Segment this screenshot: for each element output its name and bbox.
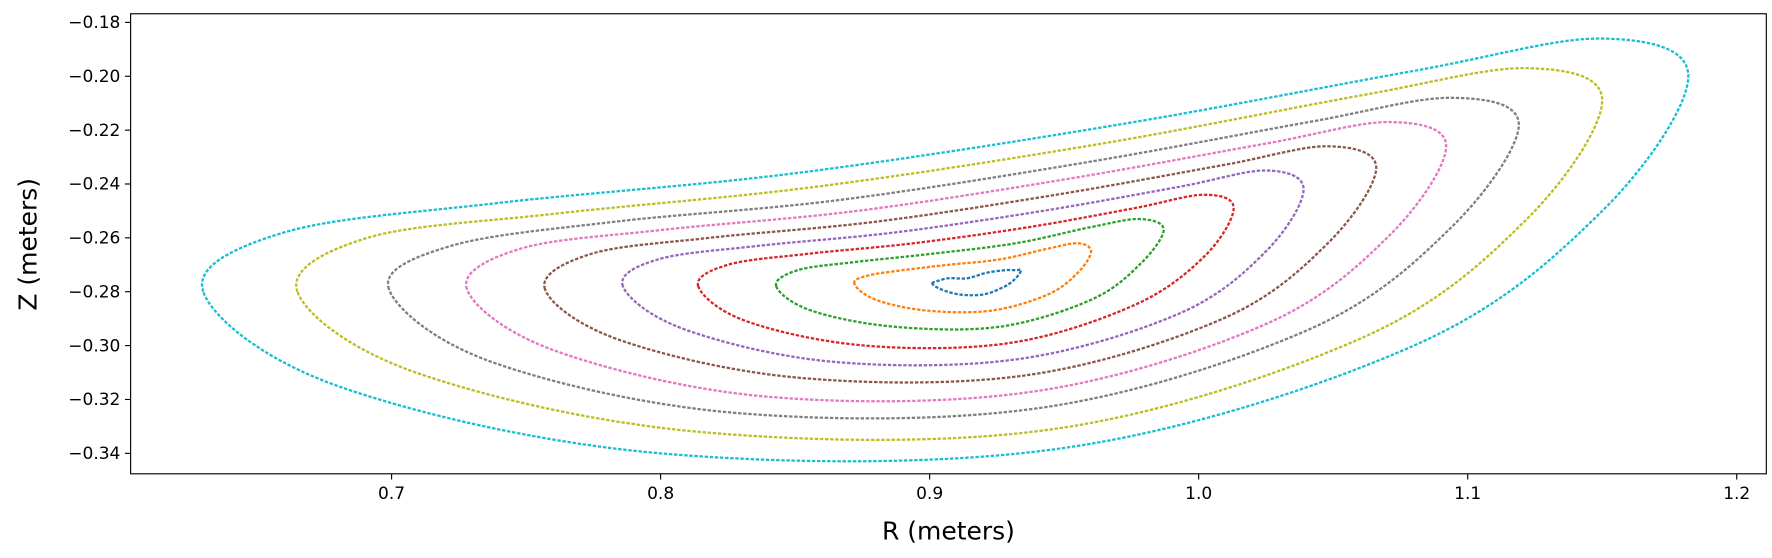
x-tick-label: 0.8	[647, 484, 674, 504]
x-axis-label: R (meters)	[882, 517, 1015, 546]
x-tick-label: 0.7	[378, 484, 405, 504]
x-tick-label: 1.1	[1454, 484, 1481, 504]
y-tick-label: −0.34	[68, 444, 120, 464]
y-tick-label: −0.26	[68, 229, 120, 249]
orbit-curve	[621, 169, 1305, 367]
x-tick-label: 0.9	[916, 484, 943, 504]
y-tick-label: −0.30	[68, 336, 120, 356]
y-tick-label: −0.28	[68, 282, 120, 302]
orbit-curve	[295, 67, 1604, 441]
y-tick-label: −0.24	[68, 175, 120, 195]
orbit-curve	[543, 145, 1378, 384]
y-tick-label: −0.32	[68, 390, 120, 410]
x-tick-label: 1.0	[1185, 484, 1212, 504]
orbit-curve	[931, 268, 1023, 297]
orbit-curve	[696, 193, 1235, 350]
y-tick-label: −0.22	[68, 121, 120, 141]
orbit-curve	[200, 37, 1690, 463]
orbit-curve	[464, 120, 1448, 403]
y-axis-label: Z (meters)	[13, 178, 42, 311]
plot-frame	[130, 13, 1767, 475]
orbit-curve	[774, 217, 1165, 331]
y-tick-label: −0.20	[68, 67, 120, 87]
y-tick-label: −0.18	[68, 13, 120, 33]
orbit-curve	[386, 96, 1520, 420]
x-tick-label: 1.2	[1723, 484, 1750, 504]
orbit-curve	[853, 242, 1093, 314]
